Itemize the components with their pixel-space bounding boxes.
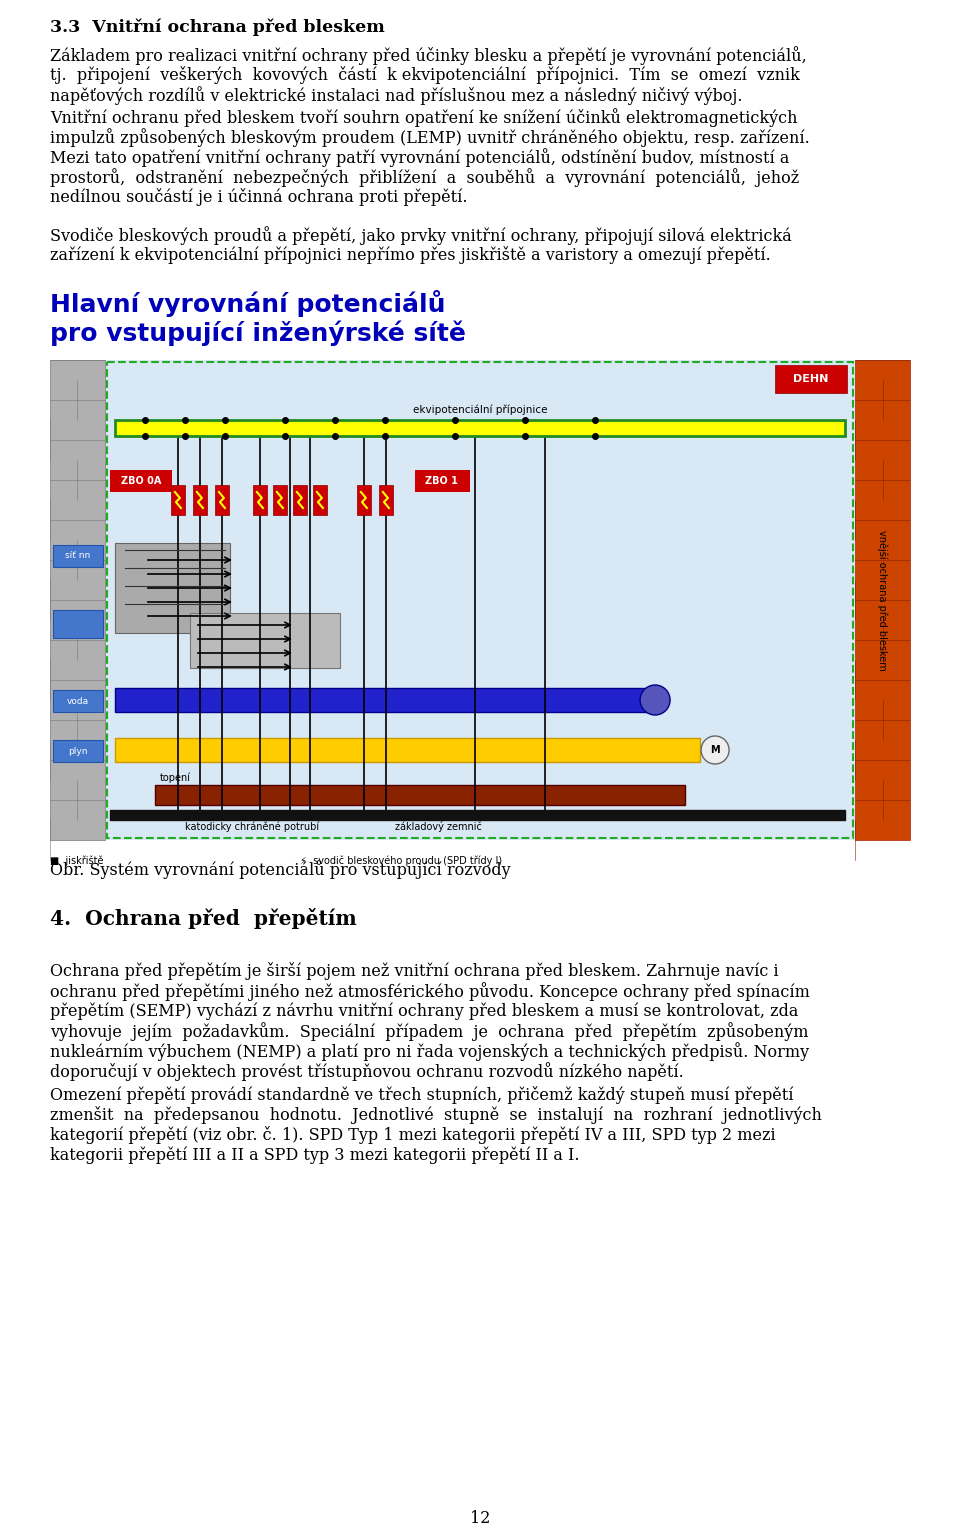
Bar: [379, 486, 393, 515]
Text: kategorií přepětí (viz obr. č. 1). SPD Typ 1 mezi kategorii přepětí IV a III, SP: kategorií přepětí (viz obr. č. 1). SPD T…: [50, 1127, 776, 1144]
Bar: [313, 486, 327, 515]
Text: Vnitřní ochranu před bleskem tvoří souhrn opatření ke snížení účinků elektromagn: Vnitřní ochranu před bleskem tvoří souhr…: [50, 108, 798, 128]
Bar: [775, 364, 847, 393]
Bar: [155, 785, 685, 805]
Bar: [109, 470, 172, 492]
Text: impulzů způsobených bleskovým proudem (LEMP) uvnitř chráněného objektu, resp. za: impulzů způsobených bleskovým proudem (L…: [50, 128, 809, 148]
Text: síť nn: síť nn: [65, 552, 90, 561]
Text: zmenšit  na  předepsanou  hodnotu.  Jednotlivé  stupně  se  instalují  na  rozhr: zmenšit na předepsanou hodnotu. Jednotli…: [50, 1107, 822, 1124]
Text: ZBO 0A: ZBO 0A: [121, 476, 161, 486]
Text: ⚡  svodič bleskového proudu (SPD třídy I): ⚡ svodič bleskového proudu (SPD třídy I): [300, 855, 502, 865]
Bar: [293, 486, 307, 515]
Text: zařízení k ekvipotenciální přípojnici nepřímo přes jiskřiště a varistory a omezu: zařízení k ekvipotenciální přípojnici ne…: [50, 246, 771, 264]
Bar: [357, 486, 371, 515]
Bar: [193, 486, 207, 515]
Bar: [115, 738, 700, 762]
Text: Svodiče bleskových proudů a přepětí, jako prvky vnitřní ochrany, připojují silov: Svodiče bleskových proudů a přepětí, jak…: [50, 226, 792, 244]
Text: ■  jiskřiště: ■ jiskřiště: [50, 855, 104, 865]
Text: 4.  Ochrana před  přepětím: 4. Ochrana před přepětím: [50, 908, 357, 928]
Bar: [107, 363, 853, 838]
Bar: [53, 739, 103, 762]
Bar: [53, 690, 103, 712]
Text: nukleárním výbuchem (NEMP) a platí pro ni řada vojenských a technických předpisů: nukleárním výbuchem (NEMP) a platí pro n…: [50, 1042, 809, 1061]
Bar: [415, 470, 469, 492]
Text: přepětím (SEMP) vychází z návrhu vnitřní ochrany před bleskem a musí se kontrolo: přepětím (SEMP) vychází z návrhu vnitřní…: [50, 1002, 799, 1019]
Bar: [190, 613, 340, 669]
Bar: [855, 360, 910, 841]
Circle shape: [701, 736, 729, 764]
Bar: [53, 610, 103, 638]
Bar: [252, 486, 267, 515]
Bar: [273, 486, 287, 515]
Text: nedílnou součástí je i účinná ochrana proti přepětí.: nedílnou součástí je i účinná ochrana pr…: [50, 188, 468, 206]
Text: Omezení přepětí provádí standardně ve třech stupních, přičemž každý stupeň musí : Omezení přepětí provádí standardně ve tř…: [50, 1087, 793, 1104]
Text: doporučují v objektech provést třístupňovou ochranu rozvodů nízkého napětí.: doporučují v objektech provést třístupňo…: [50, 1062, 684, 1081]
Bar: [115, 543, 230, 633]
Bar: [109, 810, 845, 821]
Text: Obr. Systém vyrovnání potenciálů pro vstupující rozvody: Obr. Systém vyrovnání potenciálů pro vst…: [50, 861, 511, 879]
Text: ZBO 1: ZBO 1: [425, 476, 458, 486]
Text: pro vstupující inženýrské sítě: pro vstupující inženýrské sítě: [50, 320, 466, 346]
Bar: [105, 360, 855, 841]
Text: katodicky chráněné potrubí: katodicky chráněné potrubí: [185, 821, 319, 832]
Text: základový zemnič: základový zemnič: [395, 821, 482, 832]
Circle shape: [640, 686, 670, 715]
Text: M: M: [710, 745, 720, 755]
Text: 12: 12: [469, 1509, 491, 1526]
Text: Hlavní vyrovnání potenciálů: Hlavní vyrovnání potenciálů: [50, 290, 445, 317]
Text: Mezi tato opatření vnitřní ochrany patří vyrovnání potenciálů, odstínění budov, : Mezi tato opatření vnitřní ochrany patří…: [50, 148, 789, 168]
Bar: [115, 689, 655, 712]
Text: vyhovuje  jejím  požadavkům.  Speciální  případem  je  ochrana  před  přepětím  : vyhovuje jejím požadavkům. Speciální pří…: [50, 1022, 808, 1041]
Bar: [50, 360, 105, 841]
Bar: [215, 486, 228, 515]
Text: Základem pro realizaci vnitřní ochrany před účinky blesku a přepětí je vyrovnání: Základem pro realizaci vnitřní ochrany p…: [50, 46, 806, 65]
Text: vnější ochrana před bleskem: vnější ochrana před bleskem: [877, 530, 888, 670]
Text: plyn: plyn: [68, 747, 87, 756]
Text: tj.  připojení  veškerých  kovových  částí  k ekvipotenciální  přípojnici.  Tím : tj. připojení veškerých kovových částí k…: [50, 66, 800, 85]
Text: napěťových rozdílů v elektrické instalaci nad příslušnou mez a následný ničivý v: napěťových rozdílů v elektrické instalac…: [50, 86, 742, 105]
Text: prostorů,  odstranění  nebezpečných  přiblížení  a  souběhů  a  vyrovnání  poten: prostorů, odstranění nebezpečných přiblí…: [50, 168, 799, 188]
Text: voda: voda: [67, 696, 89, 705]
Text: Ochrana před přepětím je širší pojem než vnitřní ochrana před bleskem. Zahrnuje : Ochrana před přepětím je širší pojem než…: [50, 962, 779, 981]
Bar: [171, 486, 185, 515]
Bar: [115, 420, 845, 437]
Text: topení: topení: [160, 773, 191, 782]
Text: ekvipotenciální přípojnice: ekvipotenciální přípojnice: [413, 404, 547, 415]
Text: kategorii přepětí III a II a SPD typ 3 mezi kategorii přepětí II a I.: kategorii přepětí III a II a SPD typ 3 m…: [50, 1147, 580, 1164]
Bar: [53, 546, 103, 567]
Text: DEHN: DEHN: [793, 373, 828, 384]
Text: 3.3  Vnitřní ochrana před bleskem: 3.3 Vnitřní ochrana před bleskem: [50, 18, 385, 35]
Text: ochranu před přepětími jiného než atmosférického původu. Koncepce ochrany před s: ochranu před přepětími jiného než atmosf…: [50, 982, 810, 1001]
